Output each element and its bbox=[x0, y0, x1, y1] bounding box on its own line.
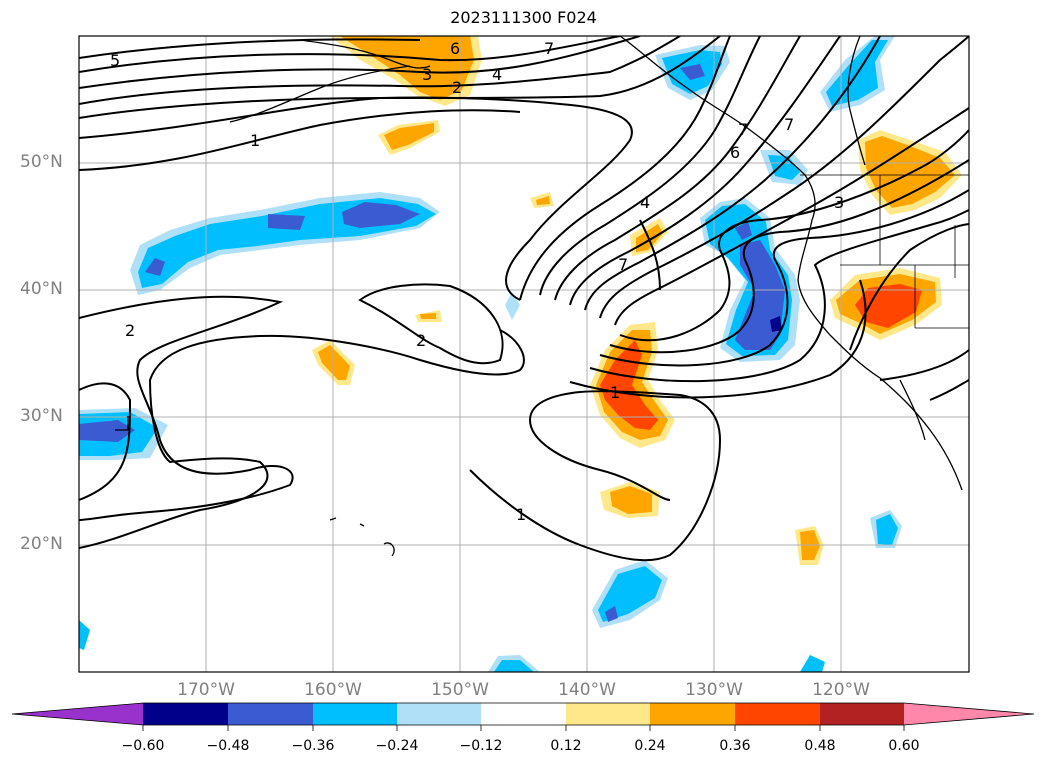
colorbar-tick-label: −0.12 bbox=[459, 738, 503, 754]
contour-label: 2 bbox=[452, 78, 462, 97]
colorbar-extend-low bbox=[12, 703, 143, 725]
colorbar-bin bbox=[397, 703, 481, 725]
contour-label: 1 bbox=[250, 131, 260, 150]
lon-label: 120°W bbox=[812, 680, 870, 700]
lon-label: 170°W bbox=[177, 680, 235, 700]
lon-label: 150°W bbox=[431, 680, 489, 700]
contour-label: 6 bbox=[730, 143, 740, 162]
colorbar-bin bbox=[481, 703, 566, 725]
lat-label: 20°N bbox=[20, 534, 63, 554]
contour-label: 7 bbox=[544, 39, 554, 58]
shaded-fields bbox=[79, 36, 962, 672]
plot-frame bbox=[78, 35, 970, 673]
colorbar-tick-label: 0.12 bbox=[550, 738, 582, 754]
contour-label: 7 bbox=[618, 255, 628, 274]
coastlines bbox=[115, 36, 963, 557]
contour-label-group: 5 6 7 4 3 2 1 2 2 7 4 7 7 6 3 1 1 bbox=[110, 39, 844, 524]
colorbar-tick-label: 0.36 bbox=[719, 738, 751, 754]
lon-label: 140°W bbox=[558, 680, 616, 700]
colorbar-tick-label: −0.24 bbox=[375, 738, 419, 754]
colorbar-bin bbox=[228, 703, 313, 725]
colorbar-bin bbox=[820, 703, 904, 725]
lat-label: 30°N bbox=[20, 406, 63, 426]
contour-label: 7 bbox=[738, 120, 748, 139]
contour-label: 5 bbox=[110, 51, 120, 70]
colorbar-tick-label: 0.24 bbox=[634, 738, 666, 754]
contour-label: 7 bbox=[784, 115, 794, 134]
colorbar-tick-label: 0.60 bbox=[888, 738, 920, 754]
colorbar-bin bbox=[566, 703, 650, 725]
colorbar-tick-label: −0.48 bbox=[206, 738, 250, 754]
colorbar-bin bbox=[143, 703, 228, 725]
borders bbox=[800, 174, 969, 329]
map-title: 2023111300 F024 bbox=[450, 8, 597, 27]
contour-label: 3 bbox=[422, 65, 432, 84]
contour-label: 1 bbox=[516, 505, 526, 524]
lon-label: 160°W bbox=[304, 680, 362, 700]
contour-label: 2 bbox=[416, 331, 426, 350]
colorbar-bin bbox=[735, 703, 820, 725]
colorbar-tick-label: 0.48 bbox=[804, 738, 836, 754]
contour-label: 3 bbox=[834, 193, 844, 212]
contour-label: 2 bbox=[125, 321, 135, 340]
colorbar-tick-label: −0.36 bbox=[291, 738, 335, 754]
colorbar-bin bbox=[650, 703, 735, 725]
contour-label: 4 bbox=[640, 193, 650, 212]
colorbar-bin bbox=[313, 703, 397, 725]
lon-label: 130°W bbox=[685, 680, 743, 700]
graticule bbox=[79, 36, 969, 672]
colorbar bbox=[11, 702, 1035, 731]
colorbar-extend-high bbox=[904, 703, 1034, 725]
colorbar-tick-label: −0.60 bbox=[121, 738, 165, 754]
contour-lines bbox=[79, 36, 969, 562]
contour-label: 6 bbox=[450, 39, 460, 58]
lat-label: 50°N bbox=[20, 152, 63, 172]
contour-label: 1 bbox=[610, 383, 620, 402]
contour-label: 4 bbox=[492, 65, 502, 84]
lat-label: 40°N bbox=[20, 279, 63, 299]
